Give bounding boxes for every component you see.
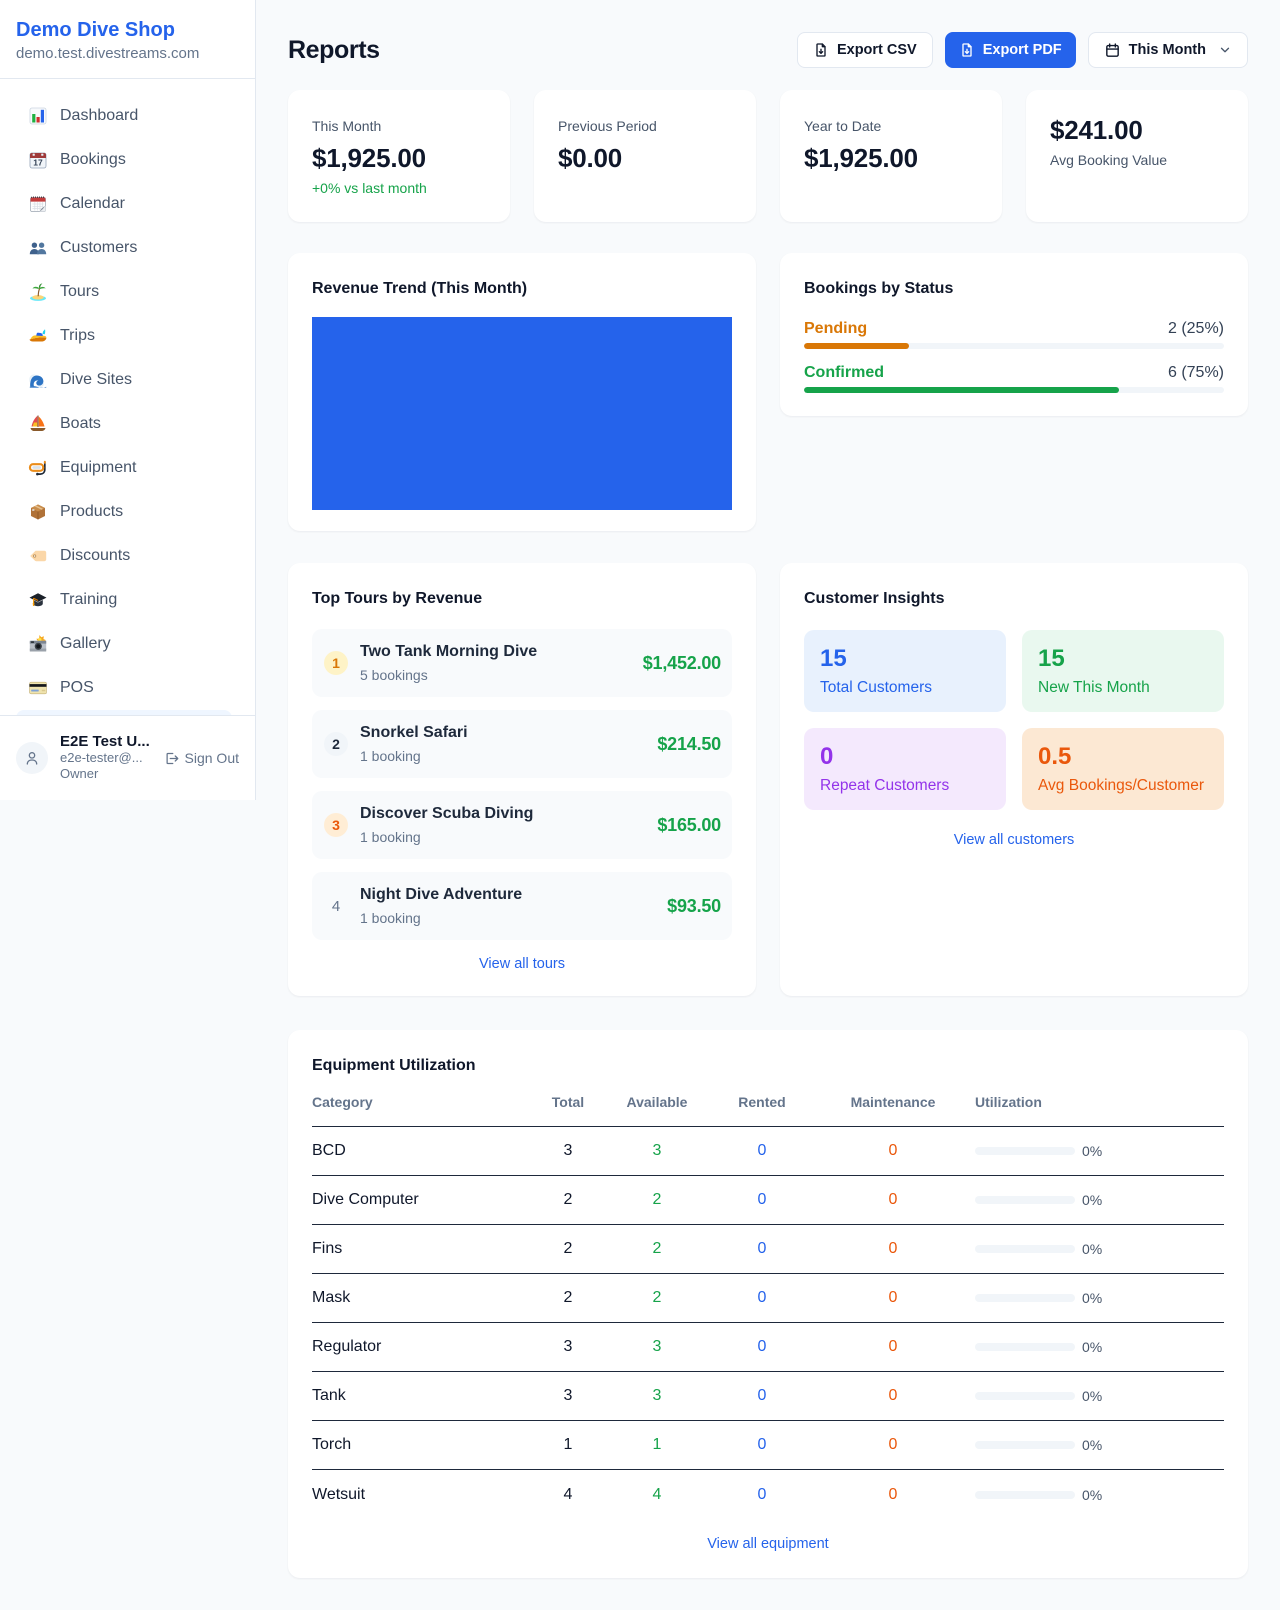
svg-text:17: 17 bbox=[33, 158, 43, 168]
